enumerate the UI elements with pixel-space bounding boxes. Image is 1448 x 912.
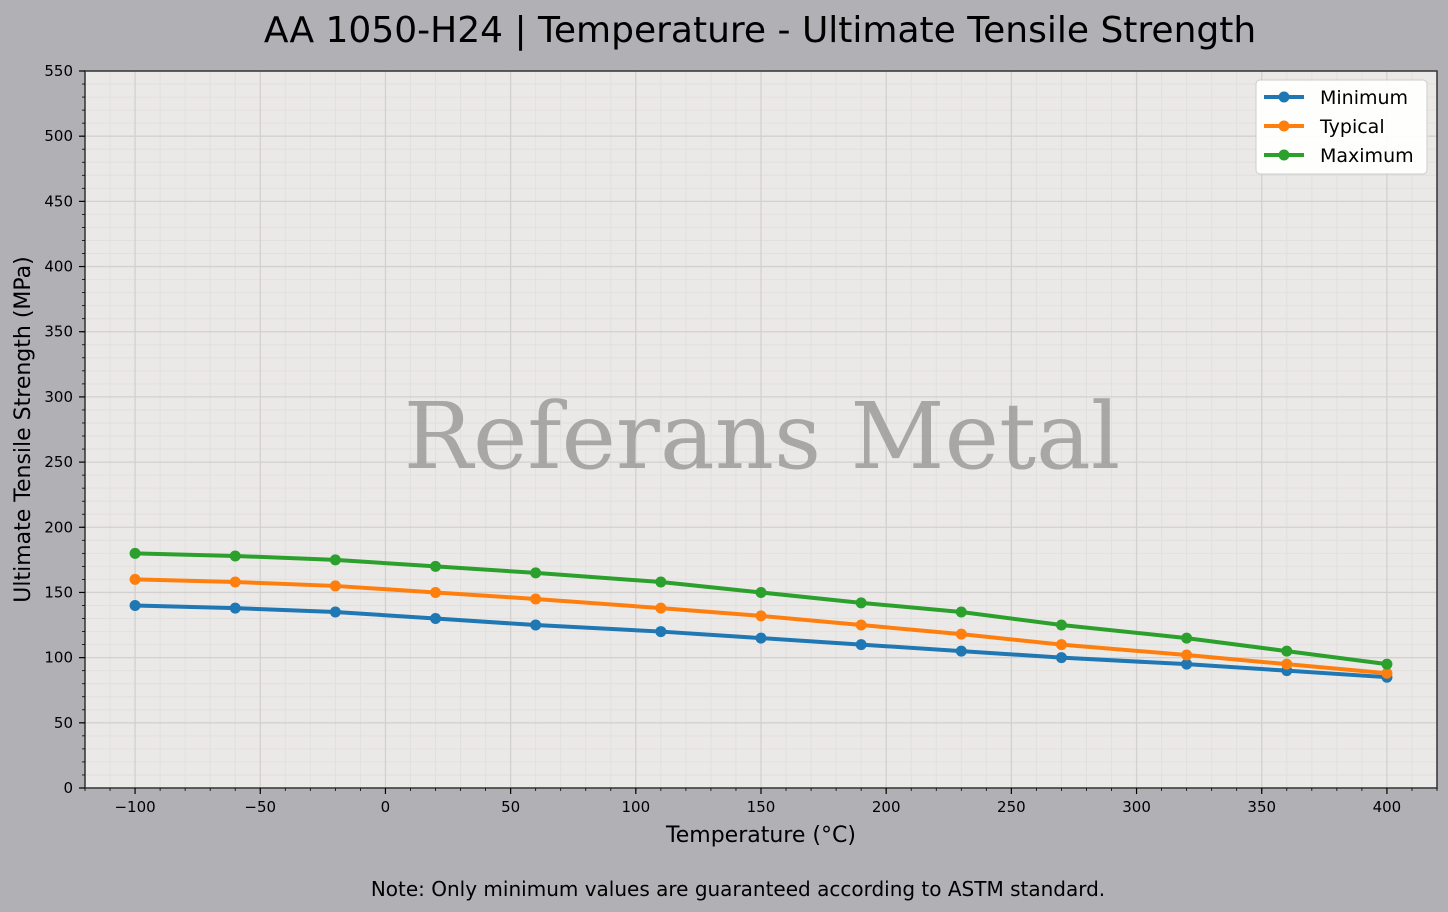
chart-title: AA 1050-H24 | Temperature - Ultimate Ten… [264,10,1256,51]
watermark-text: Referans Metal [404,383,1121,490]
x-tick-label: 100 [621,798,650,816]
y-tick-label: 0 [63,779,73,797]
data-point-typical [530,593,542,605]
data-point-typical [1055,639,1067,651]
x-tick-label: 150 [747,798,776,816]
data-point-maximum [1055,619,1067,631]
x-tick-label: 250 [997,798,1026,816]
data-point-typical [430,586,442,598]
x-tick-label: 300 [1122,798,1151,816]
y-tick-label: 100 [44,649,73,667]
data-point-minimum [530,619,542,631]
series-typical [129,573,1393,679]
x-tick-label: 50 [501,798,520,816]
data-point-maximum [329,554,341,566]
y-tick-label: 200 [44,518,73,536]
data-point-typical [855,619,867,631]
y-axis-label: Ultimate Tensile Strength (MPa) [11,256,36,602]
y-tick-label: 250 [44,453,73,471]
data-point-typical [129,573,141,585]
y-tick-label: 300 [44,388,73,406]
data-point-minimum [755,632,767,644]
data-point-typical [655,602,667,614]
x-axis-ticks: −100 −50 0 50 100 150 200 250 300 350 400 [84,788,1438,816]
footnote: Note: Only minimum values are guaranteed… [371,877,1105,901]
legend-marker-typical [1278,120,1290,132]
y-tick-label: 550 [44,62,73,80]
data-point-minimum [1181,658,1193,670]
data-point-minimum [329,606,341,618]
data-point-maximum [229,550,241,562]
y-axis-ticks: 0 50 100 150 200 250 300 350 400 450 500 550 [44,62,85,797]
data-point-minimum [430,613,442,625]
legend-box [1255,79,1428,175]
data-point-minimum [1055,652,1067,664]
x-tick-label: 400 [1373,798,1402,816]
y-tick-label: 500 [44,127,73,145]
y-tick-label: 350 [44,323,73,341]
series-maximum [129,547,1393,670]
data-point-typical [1281,658,1293,670]
x-tick-label: 200 [872,798,901,816]
legend-label-maximum: Maximum [1320,145,1414,167]
data-point-maximum [129,547,141,559]
data-point-typical [955,628,967,640]
data-point-typical [229,576,241,588]
x-tick-label: 350 [1247,798,1276,816]
y-tick-label: 50 [54,714,73,732]
data-point-typical [1381,667,1393,679]
legend-marker-minimum [1278,91,1290,103]
legend-marker-maximum [1278,149,1290,161]
legend: Minimum Typical Maximum [1255,79,1428,175]
data-point-minimum [229,602,241,614]
data-point-maximum [430,560,442,572]
data-point-minimum [855,639,867,651]
series-minimum [129,599,1393,683]
y-tick-label: 450 [44,192,73,210]
data-point-maximum [530,567,542,579]
major-grid [85,70,1437,789]
y-tick-label: 400 [44,258,73,276]
data-point-minimum [129,599,141,611]
data-point-maximum [755,586,767,598]
series-layer [129,547,1393,683]
y-tick-label: 150 [44,583,73,601]
x-tick-label: −50 [244,798,276,816]
data-point-typical [329,580,341,592]
data-point-typical [755,610,767,622]
data-point-minimum [655,626,667,638]
legend-label-minimum: Minimum [1320,87,1408,109]
data-point-maximum [655,576,667,588]
data-point-maximum [1181,632,1193,644]
data-point-maximum [1281,645,1293,657]
data-point-maximum [855,597,867,609]
legend-label-typical: Typical [1319,116,1385,138]
data-point-maximum [1381,658,1393,670]
x-tick-label: 0 [381,798,391,816]
x-axis-label: Temperature (°C) [665,823,856,848]
data-point-maximum [955,606,967,618]
data-point-minimum [955,645,967,657]
x-tick-label: −100 [114,798,155,816]
data-point-typical [1181,649,1193,661]
